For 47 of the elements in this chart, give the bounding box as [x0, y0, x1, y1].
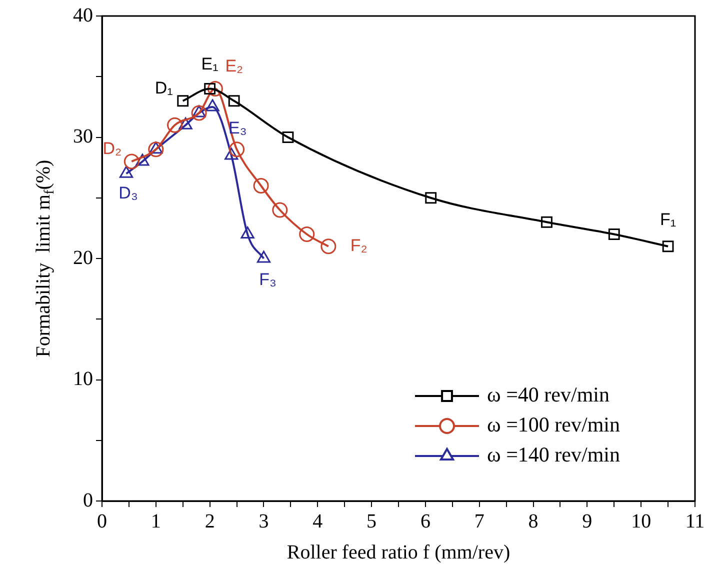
y-tick-label: 30: [73, 126, 93, 148]
x-tick-label: 7: [474, 510, 484, 532]
x-tick-label: 0: [97, 510, 107, 532]
x-tick-label: 4: [312, 510, 323, 532]
point: [282, 132, 294, 143]
point: [124, 154, 140, 170]
x-axis-title: Roller feed ratio f (mm/rev): [286, 541, 510, 564]
point: [167, 117, 183, 133]
y-tick-label: 10: [73, 368, 93, 390]
point: [148, 142, 164, 158]
x-tick-label: 9: [582, 510, 592, 532]
x-tick-label: 6: [420, 510, 430, 532]
point: [425, 192, 437, 204]
data-label: D₃: [118, 183, 138, 202]
y-tick-label: 40: [73, 4, 93, 26]
y-tick-label: 0: [83, 489, 93, 512]
y-axis-title: Formability limit mf(%): [32, 160, 58, 358]
data-label: E₂: [225, 56, 244, 76]
point: [177, 95, 189, 107]
x-tick-label: 11: [685, 510, 705, 532]
point: [662, 240, 674, 252]
point: [541, 216, 552, 228]
x-tick-label: 5: [366, 510, 377, 532]
data-label: F₃: [259, 270, 276, 290]
point: [608, 228, 620, 240]
x-tick-label: 2: [204, 510, 215, 532]
point: [229, 142, 245, 158]
x-tick-label: 3: [258, 510, 269, 532]
data-label: D₂: [102, 139, 122, 158]
data-label: F₂: [350, 236, 368, 256]
legend-label: ω =100 rev/min: [487, 412, 620, 437]
data-label: D₁: [154, 78, 174, 98]
point: [191, 105, 207, 121]
x-tick-label: 10: [631, 510, 652, 532]
point: [299, 226, 315, 242]
point: [253, 178, 269, 194]
point: [207, 81, 223, 96]
y-tick-label: 20: [73, 246, 93, 269]
x-tick-label: 8: [528, 510, 538, 532]
legend-label: ω =140 rev/min: [487, 442, 620, 467]
data-label: F₁: [660, 210, 676, 230]
point: [272, 202, 288, 218]
data-label: E₁: [201, 54, 219, 74]
point: [320, 238, 336, 254]
point: [228, 95, 240, 107]
legend-label: ω =40 rev/min: [487, 382, 610, 407]
x-tick-label: 1: [150, 510, 161, 532]
